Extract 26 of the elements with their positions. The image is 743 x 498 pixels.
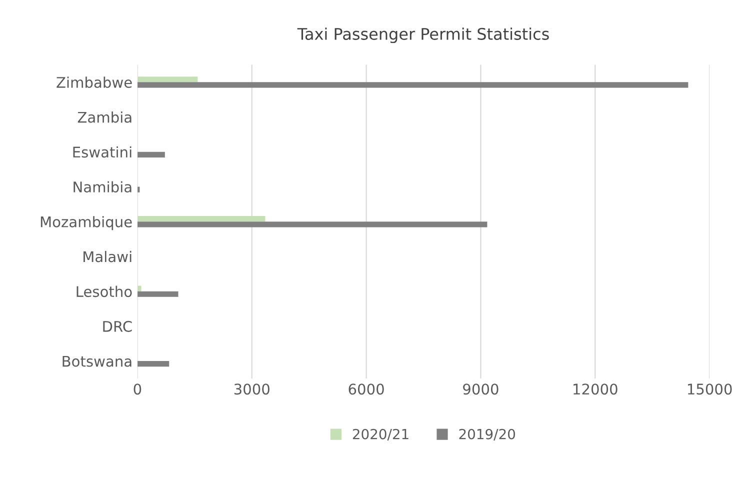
bar: [137, 361, 170, 367]
y-tick-label: Botswana: [62, 356, 132, 367]
bar: [137, 152, 165, 158]
x-tick-label: 12000: [574, 384, 618, 395]
y-tick-label: DRC: [103, 320, 132, 332]
bar: [137, 76, 198, 82]
bar: [137, 291, 178, 297]
bar: [137, 216, 266, 222]
x-tick-label: 15000: [688, 384, 732, 395]
legend-label: 2020/21: [352, 428, 408, 440]
y-tick-label: Lesotho: [76, 286, 132, 298]
x-tick-label: 0: [134, 384, 142, 395]
bar: [137, 82, 688, 88]
legend-label: 2019/20: [459, 428, 516, 440]
y-tick-label: Malawi: [84, 250, 132, 262]
bar: [137, 222, 488, 228]
x-tick-label: 6000: [348, 384, 384, 395]
bar: [137, 286, 142, 292]
y-tick-label: Mozambique: [40, 216, 132, 230]
y-tick-label: Namibia: [74, 181, 132, 192]
chart-title: Taxi Passenger Permit Statistics: [297, 28, 549, 44]
x-tick-label: 3000: [234, 384, 270, 395]
x-tick-label: 9000: [463, 384, 498, 395]
y-tick-label: Zambia: [78, 111, 132, 123]
y-tick-label: Eswatini: [73, 146, 132, 158]
y-tick-label: Zimbabwe: [56, 76, 132, 88]
